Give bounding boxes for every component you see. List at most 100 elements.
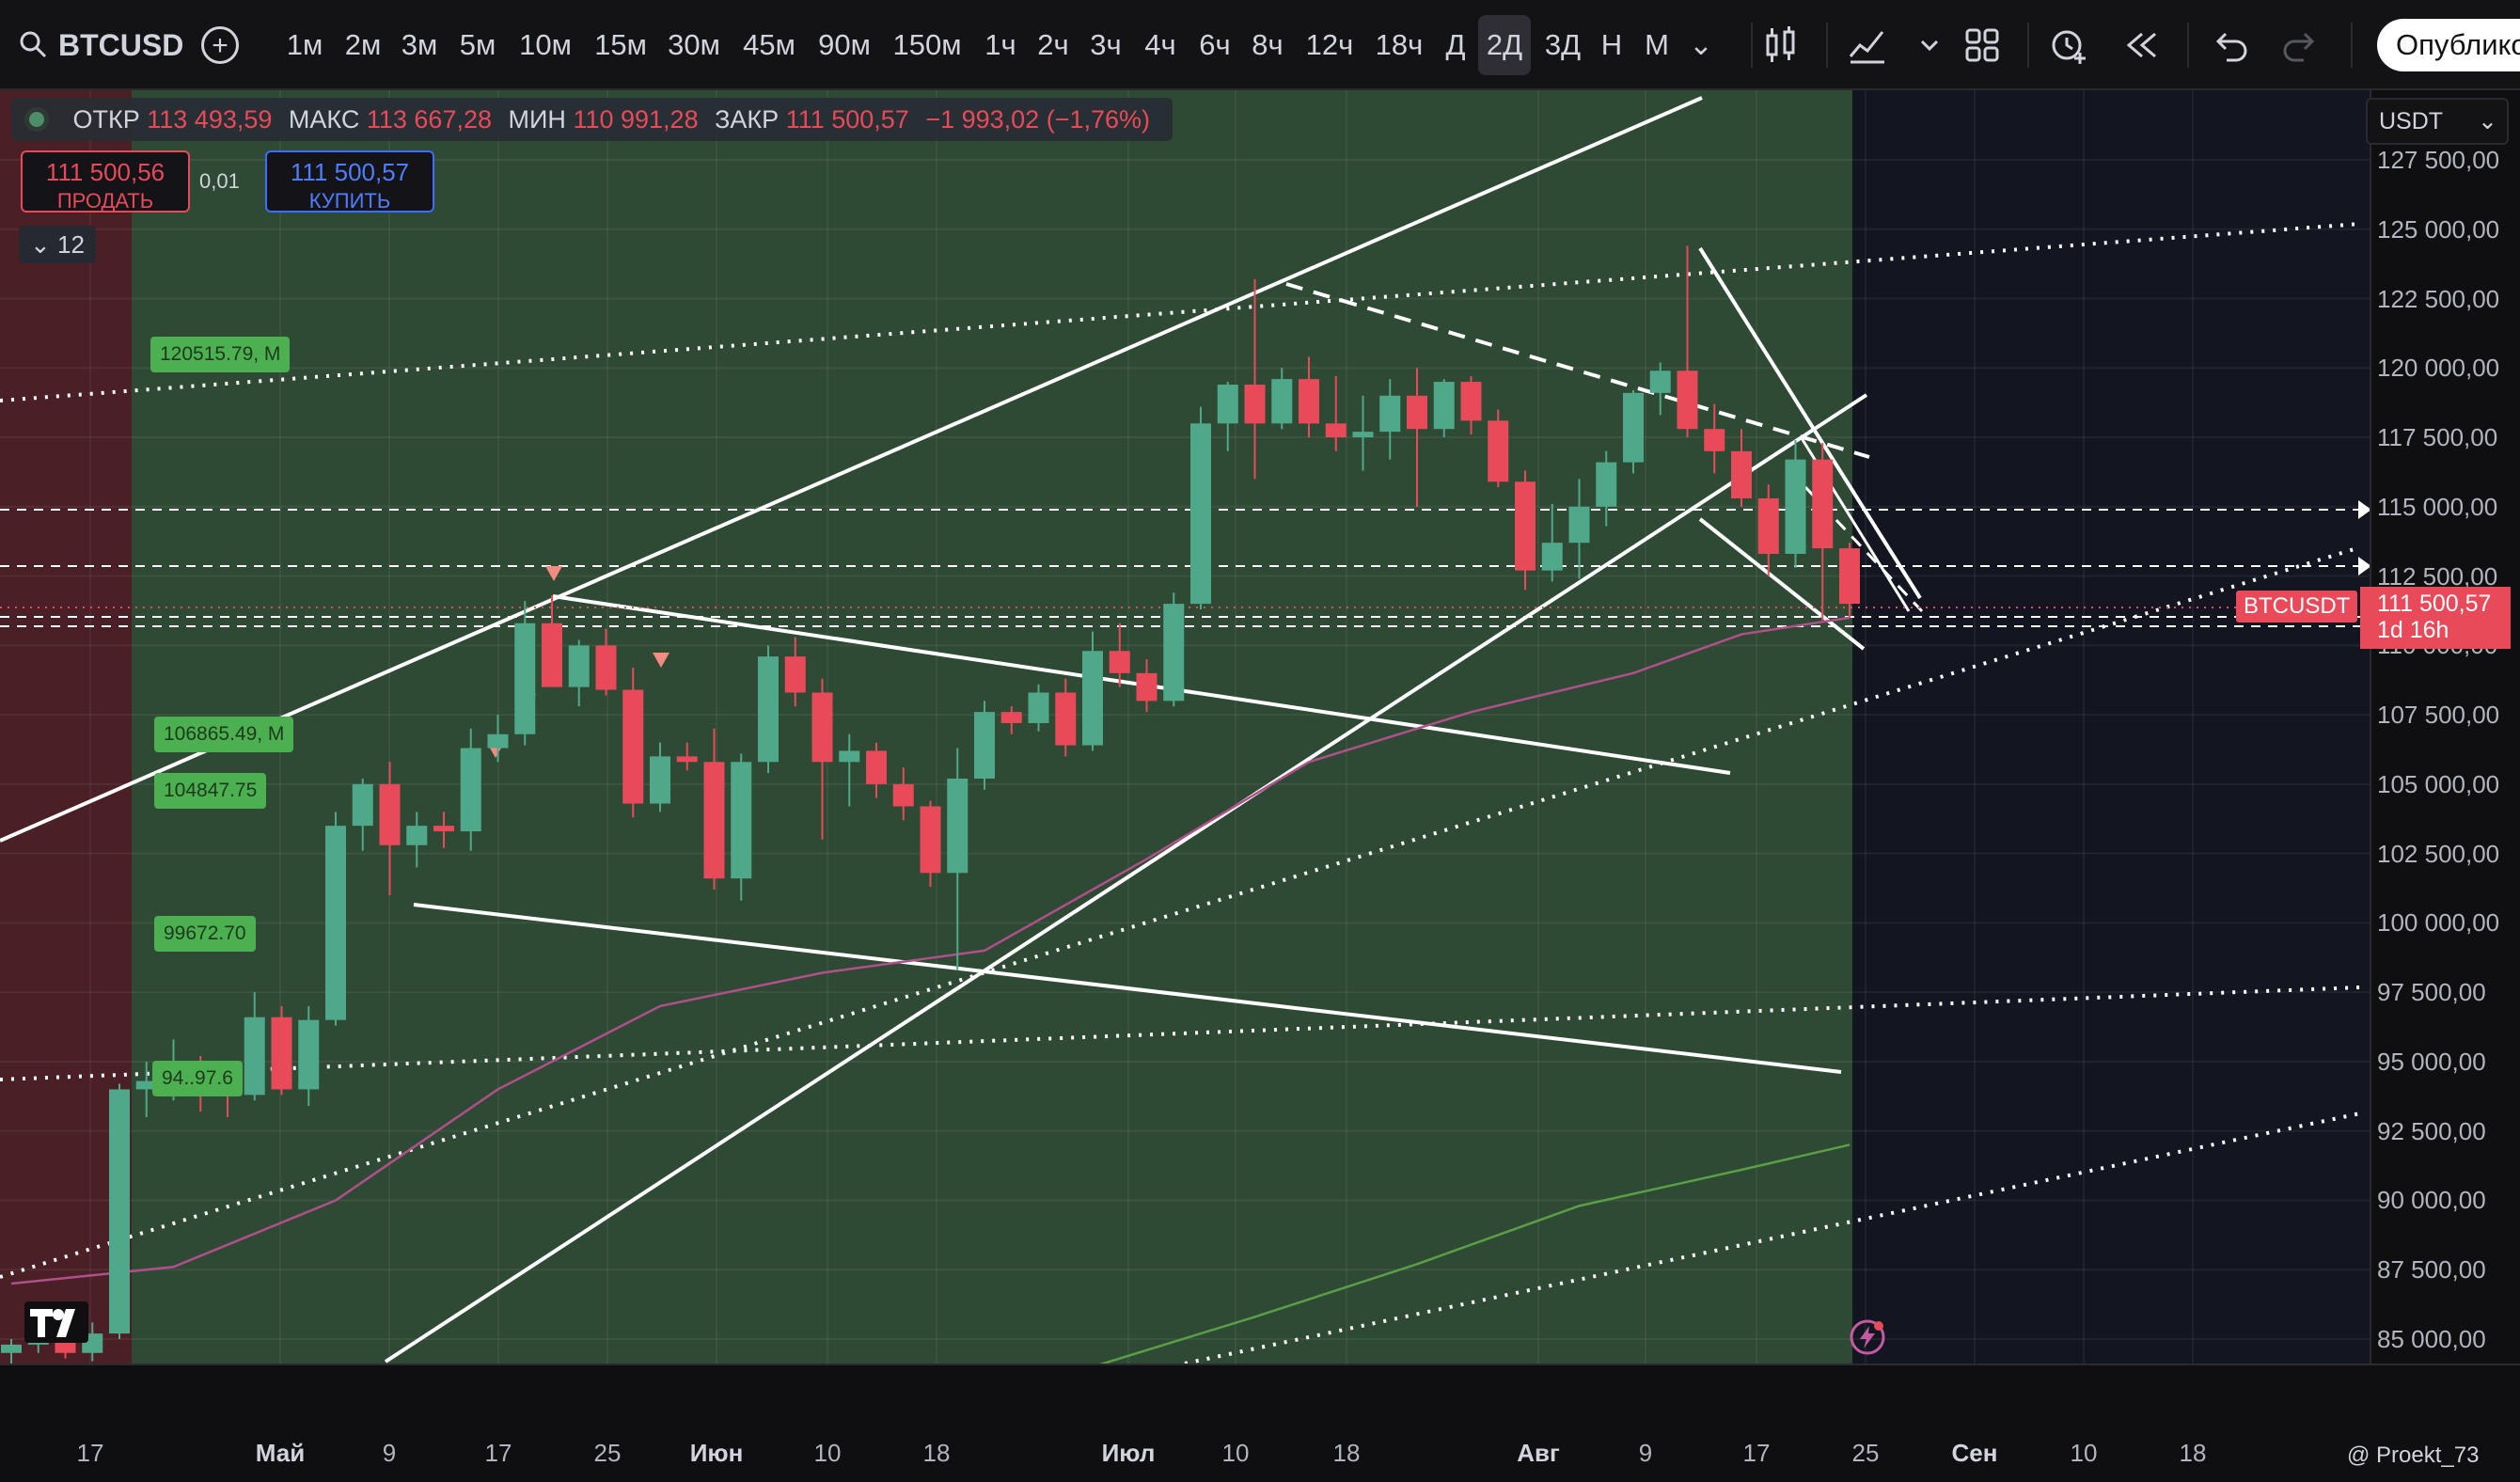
time-tick-label: 25	[1851, 1439, 1880, 1467]
timeframe-2Д[interactable]: 2Д	[1478, 15, 1531, 75]
sell-button[interactable]: 111 500,56 ПРОДАТЬ	[21, 150, 190, 213]
price-tick-label: 105 000,00	[2377, 769, 2500, 798]
undo-icon[interactable]	[2210, 24, 2251, 66]
chevron-down-icon[interactable]	[1909, 24, 1950, 66]
spread-value: 0,01	[199, 169, 240, 193]
marker-triangle	[545, 566, 562, 581]
time-tick-label: Июл	[1101, 1439, 1156, 1467]
symbol-search[interactable]: BTCUSD	[19, 0, 183, 90]
redo-icon[interactable]	[2279, 24, 2321, 66]
timeframe-2м[interactable]: 2м	[344, 28, 382, 61]
buy-button[interactable]: 111 500,57 КУПИТЬ	[265, 150, 434, 213]
compare-add-button[interactable]: +	[201, 26, 239, 64]
candle-down	[1677, 370, 1698, 430]
moving-average-line	[10, 616, 1851, 1285]
candle-up	[1785, 459, 1806, 554]
price-axis[interactable]	[2370, 90, 2520, 1364]
timeframe-15м[interactable]: 15м	[594, 28, 647, 61]
timeframe-3м[interactable]: 3м	[401, 28, 438, 61]
candle-down	[1407, 395, 1427, 430]
price-tick-label: 115 000,00	[2377, 492, 2498, 521]
candle-up	[298, 1019, 320, 1090]
candle-up	[1163, 604, 1185, 702]
open-label: ОТКР	[72, 105, 140, 134]
replay-icon[interactable]	[2121, 24, 2163, 66]
timeframe-5м[interactable]: 5м	[459, 28, 496, 61]
moving-averages	[10, 616, 1851, 1364]
price-label: 120515.79, M	[150, 337, 291, 372]
price-chart[interactable]	[0, 90, 2370, 1364]
tradingview-logo[interactable]	[24, 1301, 88, 1343]
candle-up	[1217, 384, 1238, 424]
candles-style-icon[interactable]	[1760, 24, 1802, 66]
chevron-down-icon: ⌄	[30, 230, 51, 259]
candle-down	[1839, 548, 1860, 605]
timeframe-12ч[interactable]: 12ч	[1305, 28, 1354, 61]
publish-button[interactable]: Опублико	[2377, 19, 2520, 71]
indicators-icon[interactable]	[1847, 24, 1888, 66]
time-tick-label: Июн	[689, 1439, 744, 1467]
visibility-dot-icon[interactable]	[24, 106, 49, 132]
candle-down	[1325, 423, 1347, 438]
timeframe-45м[interactable]: 45м	[743, 28, 795, 61]
price-tick-label: 92 500,00	[2377, 1116, 2486, 1145]
candle-down	[542, 623, 562, 687]
price-tick-label: 117 500,00	[2377, 423, 2498, 452]
price-tick-label: 100 000,00	[2377, 908, 2500, 938]
timeframe-3ч[interactable]: 3ч	[1090, 28, 1122, 61]
candle-up	[974, 712, 995, 779]
candle-up	[1352, 432, 1374, 438]
time-axis[interactable]	[0, 1364, 2520, 1482]
timeframe-3Д[interactable]: 3Д	[1544, 28, 1582, 61]
indicators-toggle[interactable]: ⌄ 12	[19, 226, 96, 263]
candle-down	[676, 756, 698, 763]
marker-triangle	[653, 653, 669, 668]
alert-clock-icon[interactable]	[2048, 24, 2089, 66]
time-tick-label: Сен	[1951, 1439, 1998, 1467]
candle-down	[622, 689, 644, 804]
candle-down	[1704, 429, 1725, 451]
timeframe-4ч[interactable]: 4ч	[1144, 28, 1176, 61]
timeframe-Д[interactable]: Д	[1445, 28, 1466, 61]
timeframe-1м[interactable]: 1м	[286, 28, 323, 61]
chevron-down-icon[interactable]: ⌄	[1689, 28, 1713, 61]
wedge-lower-line	[1698, 517, 1866, 651]
timeframe-М[interactable]: М	[1645, 28, 1669, 61]
current-price-tag: 111 500,57 1d 16h	[2360, 587, 2511, 649]
candle-down	[433, 826, 454, 832]
timeframe-Н[interactable]: Н	[1600, 28, 1623, 61]
change-value: −1 993,02 (−1,76%)	[925, 105, 1151, 134]
price-tick-label: 107 500,00	[2377, 701, 2500, 730]
timeframe-6ч[interactable]: 6ч	[1199, 28, 1231, 61]
candle-up	[352, 783, 373, 827]
timeframe-150м[interactable]: 150м	[892, 28, 962, 61]
timeframe-90м[interactable]: 90м	[818, 28, 871, 61]
lightning-icon[interactable]	[1849, 1318, 1886, 1356]
time-tick-label: 17	[1742, 1439, 1771, 1467]
timeframe-1ч[interactable]: 1ч	[984, 28, 1016, 61]
candle-down	[866, 750, 887, 784]
close-value: 111 500,57	[785, 105, 909, 134]
timeframe-8ч[interactable]: 8ч	[1252, 28, 1284, 61]
candle-down	[1299, 379, 1319, 424]
high-value: 113 667,28	[366, 105, 493, 134]
timeframe-10м[interactable]: 10м	[519, 28, 572, 61]
price-tick-label: 95 000,00	[2377, 1047, 2486, 1076]
ohlc-legend: ОТКР 113 493,59 МАКС 113 667,28 МИН 110 …	[11, 98, 1173, 141]
candle-up	[758, 656, 779, 763]
candle-up	[135, 1080, 157, 1090]
channel-lower-line	[384, 393, 1868, 1364]
time-tick-label: Май	[255, 1439, 306, 1467]
timeframe-2ч[interactable]: 2ч	[1037, 28, 1069, 61]
candle-down	[1812, 459, 1834, 549]
candle-up	[731, 762, 752, 879]
time-tick-label: 9	[1638, 1439, 1653, 1467]
price-tick-label: 125 000,00	[2377, 214, 2500, 244]
currency-select[interactable]: USDT ⌄	[2366, 98, 2509, 145]
layout-grid-icon[interactable]	[1961, 24, 2003, 66]
timeframe-30м[interactable]: 30м	[668, 28, 720, 61]
sell-label: ПРОДАТЬ	[56, 189, 154, 213]
timeframe-18ч[interactable]: 18ч	[1375, 28, 1424, 61]
candle-up	[1649, 370, 1671, 393]
candle-up	[1, 1344, 22, 1353]
